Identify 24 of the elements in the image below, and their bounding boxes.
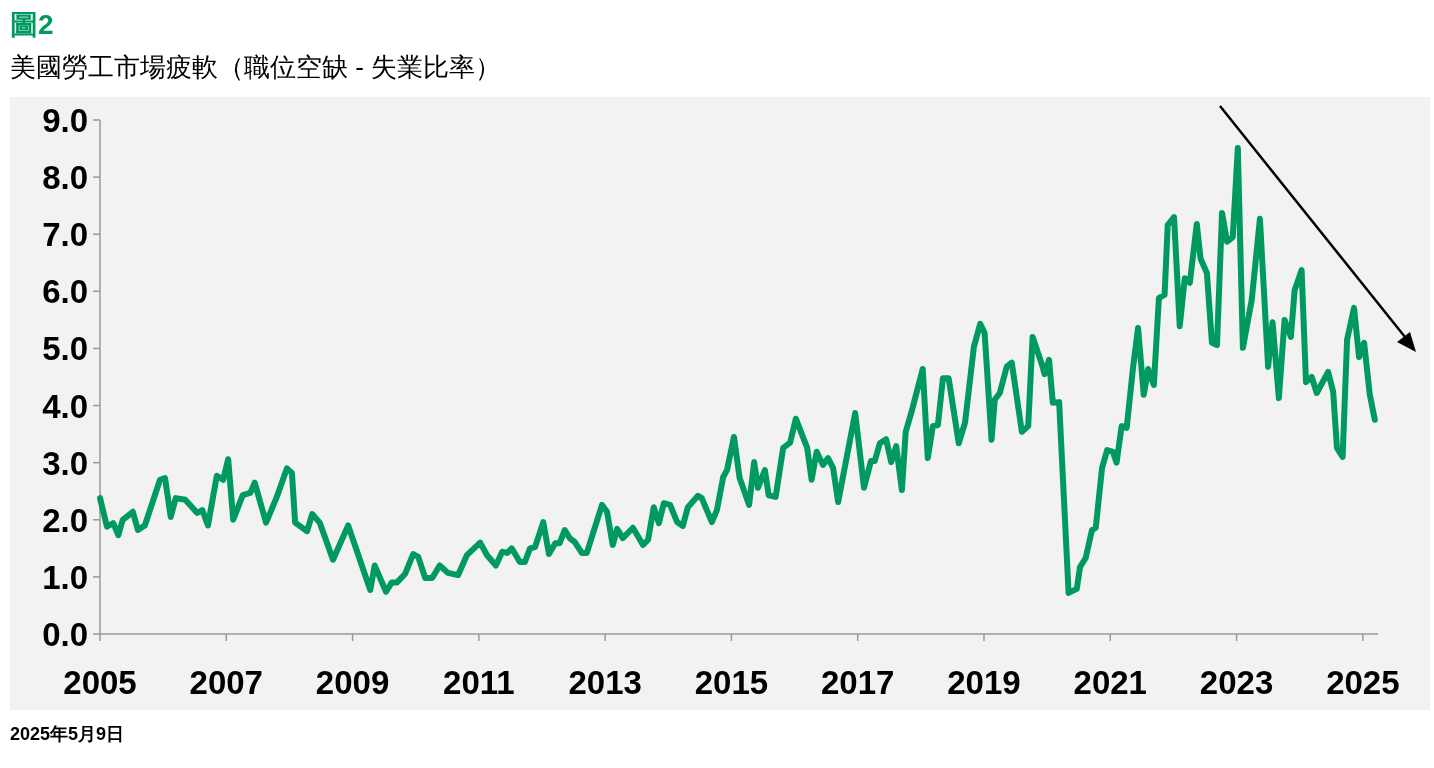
x-tick-label: 2009 [315,664,390,701]
y-tick-label: 7.0 [42,216,88,254]
x-tick-label: 2023 [1199,664,1274,701]
text: 2025年5月9日 [10,724,125,744]
y-tick-label: 2.0 [42,501,88,539]
chart-subtitle: 美國勞工市場疲軟（職位空缺 - 失業比率） [10,52,502,82]
x-tick-label: 2019 [947,664,1021,701]
x-tick-label: 2011 [443,664,515,701]
chart-title: 圖2 [10,9,54,40]
y-tick-label: 5.0 [42,330,88,368]
x-tick-label: 2025 [1326,664,1400,701]
y-tick-label: 6.0 [42,273,88,311]
y-tick-label: 8.0 [42,159,88,197]
y-tick-label: 1.0 [42,558,88,596]
x-tick-label: 2013 [568,664,642,701]
x-tick-label: 2015 [694,664,769,701]
x-tick-label: 2007 [189,664,263,701]
y-tick-label: 4.0 [42,387,88,425]
y-tick-label: 3.0 [42,444,88,482]
y-tick-label: 0.0 [42,616,88,653]
y-tick-label: 9.0 [42,102,88,139]
x-tick-label: 2021 [1073,664,1147,701]
x-tick-label: 2005 [63,664,137,701]
x-tick-label: 2017 [821,664,895,701]
